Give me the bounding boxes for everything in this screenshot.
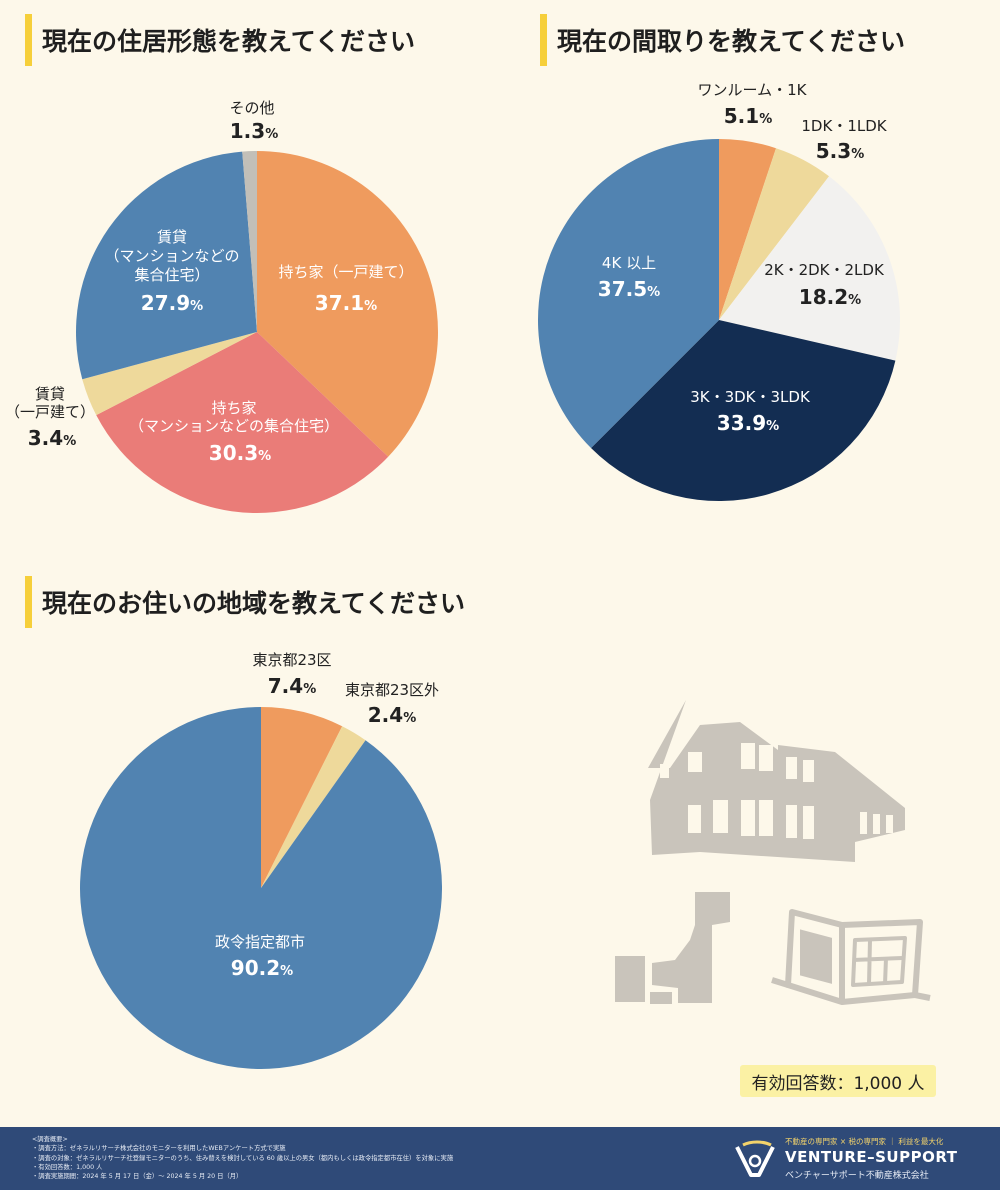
label-lay-2k-value: 18.2%	[799, 285, 861, 309]
label-res-condo-own-value: 30.3%	[209, 441, 271, 465]
label-res-rent-condo-value: 27.9%	[141, 291, 203, 315]
label-res-detached-own-name: 持ち家（一戸建て）	[278, 263, 413, 281]
survey-note-line: ・調査方法：ゼネラルリサーチ株式会社のモニターを利用したWEBアンケート方式で実…	[32, 1145, 286, 1153]
label-lay-2k-name: 2K・2DK・2LDK	[764, 261, 885, 279]
label-lay-4k-name: 4K 以上	[602, 254, 656, 272]
slice-residence-4	[242, 151, 257, 332]
label-lay-oneroom-name: ワンルーム・1K	[698, 81, 808, 99]
label-reg-23ku-name: 東京都23区	[252, 651, 331, 669]
label-reg-designated-value: 90.2%	[231, 956, 293, 980]
slice-region-2	[80, 707, 443, 1069]
heading-layout-text: 現在の間取りを教えてください	[557, 27, 906, 56]
pie-region	[80, 706, 443, 1069]
heading-accent-bar	[25, 576, 32, 628]
brand-name: VENTURE–SUPPORT	[785, 1148, 958, 1166]
heading-accent-bar	[540, 14, 547, 66]
label-reg-outside-value: 2.4%	[368, 703, 416, 727]
floor-plan-book-icon	[771, 909, 931, 1005]
label-res-other-value: 1.3%	[230, 119, 278, 143]
brand-tagline: 不動産の専門家 × 税の専門家 ｜ 利益を最大化	[785, 1137, 944, 1146]
slice-residence-3	[76, 151, 257, 380]
label-reg-outside-name: 東京都23区外	[345, 681, 439, 699]
slice-layout-1	[719, 148, 830, 320]
label-res-rent-detached-value: 3.4%	[28, 426, 76, 450]
slice-residence-1	[96, 332, 389, 513]
pie-layout	[537, 139, 901, 502]
label-reg-designated-name: 政令指定都市	[215, 933, 305, 951]
slice-layout-2	[719, 176, 901, 361]
heading-residence: 現在の住居形態を教えてください	[25, 14, 415, 66]
label-res-rent-condo-name-1: 賃貸	[157, 228, 187, 246]
slice-layout-4	[537, 139, 719, 448]
label-res-other-name: その他	[229, 99, 274, 117]
heading-region-text: 現在のお住いの地域を教えてください	[42, 589, 466, 618]
label-res-condo-own-name-1: 持ち家	[211, 399, 256, 417]
survey-notes-header: <調査概要>	[32, 1136, 68, 1143]
footer: <調査概要> ・調査方法：ゼネラルリサーチ株式会社のモニターを利用したWEBアン…	[0, 1127, 1000, 1190]
label-res-rent-condo-name-3: 集合住宅）	[134, 266, 209, 284]
label-reg-23ku-value: 7.4%	[268, 674, 316, 698]
charts-canvas: 持ち家（一戸建て） 37.1% 持ち家 （マンションなどの集合住宅） 30.3%…	[5, 81, 931, 1069]
heading-accent-bar	[25, 14, 32, 66]
venture-support-logo-icon	[735, 1140, 775, 1177]
label-lay-4k-value: 37.5%	[598, 277, 660, 301]
label-lay-1dk-value: 5.3%	[816, 139, 864, 163]
label-res-detached-own-value: 37.1%	[315, 291, 377, 315]
label-res-rent-detached-name-1: 賃貸	[35, 385, 65, 403]
label-lay-oneroom-value: 5.1%	[724, 104, 772, 128]
slice-layout-3	[591, 320, 896, 502]
heading-region: 現在のお住いの地域を教えてください	[25, 576, 465, 628]
japan-map-icon	[615, 892, 730, 1004]
survey-notes: <調査概要> ・調査方法：ゼネラルリサーチ株式会社のモニターを利用したWEBアン…	[32, 1135, 453, 1181]
brand-company: ベンチャーサポート不動産株式会社	[785, 1171, 929, 1181]
slice-layout-0	[719, 139, 777, 320]
survey-note-line: ・調査実施期間：2024 年 5 月 17 日（金）～ 2024 年 5 月 2…	[32, 1173, 243, 1181]
survey-note-line: ・有効回答数：1,000 人	[32, 1163, 103, 1171]
survey-note-line: ・調査の対象：ゼネラルリサーチ社登録モニターのうち、住み替えを検討している 60…	[32, 1154, 454, 1162]
label-res-rent-detached-name-2: （一戸建て）	[5, 403, 95, 421]
sample-size-badge: 有効回答数：1,000 人	[740, 1065, 936, 1097]
slice-residence-0	[257, 151, 438, 457]
brand-block: 不動産の専門家 × 税の専門家 ｜ 利益を最大化 VENTURE–SUPPORT…	[733, 1135, 958, 1185]
label-lay-1dk-name: 1DK・1LDK	[801, 117, 887, 135]
label-res-rent-condo-name-2: （マンションなどの	[104, 247, 239, 265]
slice-region-0	[261, 706, 343, 888]
heading-residence-text: 現在の住居形態を教えてください	[42, 27, 416, 56]
heading-layout: 現在の間取りを教えてください	[540, 14, 905, 66]
label-res-condo-own-name-2: （マンションなどの集合住宅）	[129, 417, 339, 435]
slice-region-1	[261, 726, 366, 888]
label-lay-3k-name: 3K・3DK・3LDK	[690, 388, 811, 406]
label-lay-3k-value: 33.9%	[717, 411, 779, 435]
house-illustration-icon	[648, 700, 905, 862]
pie-residence	[76, 151, 438, 513]
slice-residence-2	[82, 332, 258, 416]
